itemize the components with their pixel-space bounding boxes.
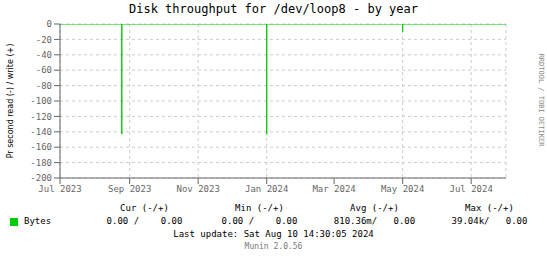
html-text:Disk throughput for /dev/loop8: Disk throughput for /dev/loop8 - by year: [129, 2, 418, 16]
svg-text:-80: -80: [36, 81, 52, 91]
html-text:Munin 2.0.56: Munin 2.0.56: [244, 242, 303, 251]
html-text:810.36m/ 0.00: 810.36m/ 0.00: [333, 216, 416, 226]
svg-text:-200: -200: [30, 173, 52, 183]
svg-text:Jan 2024: Jan 2024: [245, 184, 288, 194]
svg-text:-140: -140: [30, 127, 52, 137]
html-text:0.00 / 0.00: 0.00 / 0.00: [106, 216, 183, 226]
html-text:Cur (-/+): Cur (-/+): [120, 203, 169, 213]
svg-text:Sep 2023: Sep 2023: [108, 184, 151, 194]
svg-text:-180: -180: [30, 158, 52, 168]
html-text:Max (-/+): Max (-/+): [465, 203, 514, 213]
svg-text:-100: -100: [30, 96, 52, 106]
svg-text:Nov 2023: Nov 2023: [177, 184, 220, 194]
svg-text:0: 0: [47, 19, 52, 29]
svg-text:-120: -120: [30, 112, 52, 122]
svg-text:-160: -160: [30, 142, 52, 152]
html-text:RRDTOOL / TOBI OETIKER: RRDTOOL / TOBI OETIKER: [537, 53, 545, 147]
svg-text:-20: -20: [36, 35, 52, 45]
svg-text:Pr second read (-) / write (+): Pr second read (-) / write (+): [6, 44, 15, 159]
svg-text:Jul 2024: Jul 2024: [449, 184, 492, 194]
html-text:Avg (-/+): Avg (-/+): [350, 203, 399, 213]
svg-text:Jul 2023: Jul 2023: [38, 184, 81, 194]
html-text:39.04k/ 0.00: 39.04k/ 0.00: [451, 216, 528, 226]
html-text:Bytes: Bytes: [24, 216, 52, 226]
html-text:0.00 / 0.00: 0.00 / 0.00: [221, 216, 298, 226]
svg-text:May 2024: May 2024: [381, 184, 424, 194]
svg-text:-60: -60: [36, 65, 52, 75]
html-text:Min (-/+): Min (-/+): [235, 203, 284, 213]
svg-text:-40: -40: [36, 50, 52, 60]
svg-text:Mar 2024: Mar 2024: [312, 184, 355, 194]
html-text:Last update: Sat Aug 10 14:30:: Last update: Sat Aug 10 14:30:05 2024: [173, 229, 374, 239]
